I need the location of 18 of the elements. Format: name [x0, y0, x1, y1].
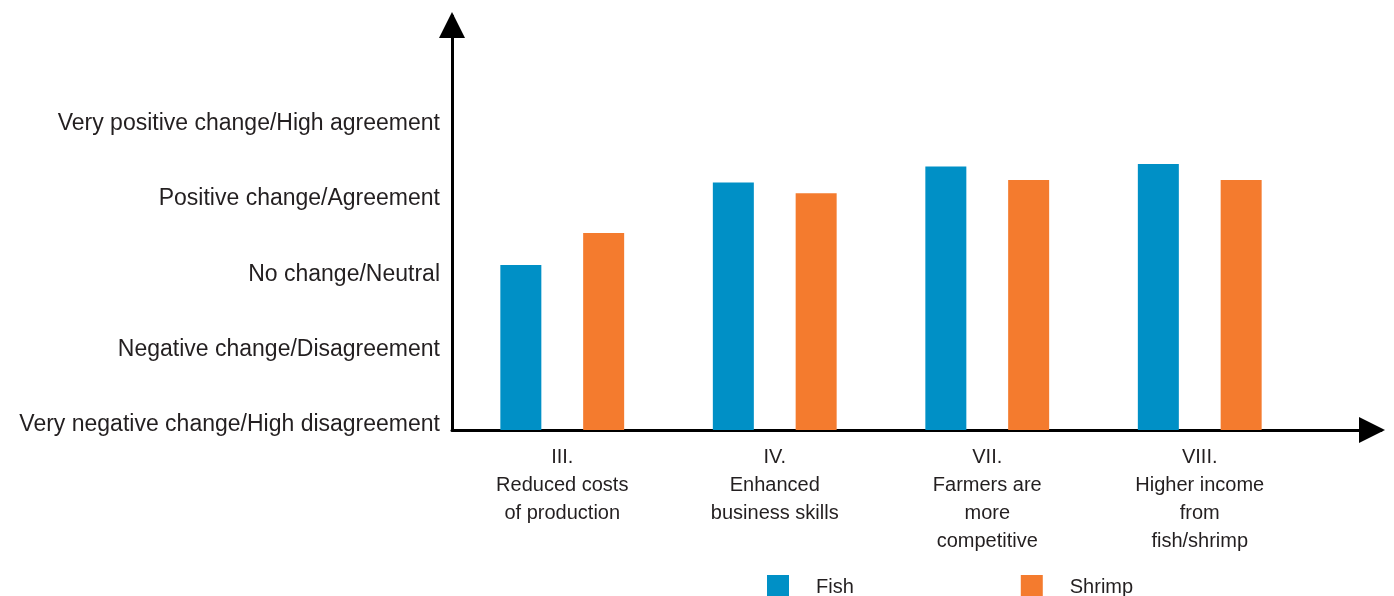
x-tick-label: III. Reduced costs of production [496, 445, 629, 523]
bar [1220, 179, 1262, 430]
bar [925, 166, 967, 430]
text: Very negative change/High disagreement [19, 410, 441, 436]
text: No change/Neutral [248, 259, 440, 286]
x-tick-label: VII. Farmers are more competitive [932, 445, 1042, 551]
text: Negative change/Disagreement [117, 334, 441, 361]
text: Positive change/Agreement [158, 184, 441, 211]
x-tick-label: IV. Enhanced business skills [710, 445, 839, 523]
bar [795, 193, 837, 430]
x-tick-label: VIII. Higher income from fish/shrimp [1135, 445, 1265, 551]
bar [1008, 179, 1050, 430]
bar [583, 233, 625, 430]
bar [500, 265, 542, 430]
text: Very positive change/High agreement [57, 109, 441, 135]
bar [712, 182, 754, 430]
bar [1137, 163, 1179, 430]
legend-label: Fish [816, 575, 854, 596]
